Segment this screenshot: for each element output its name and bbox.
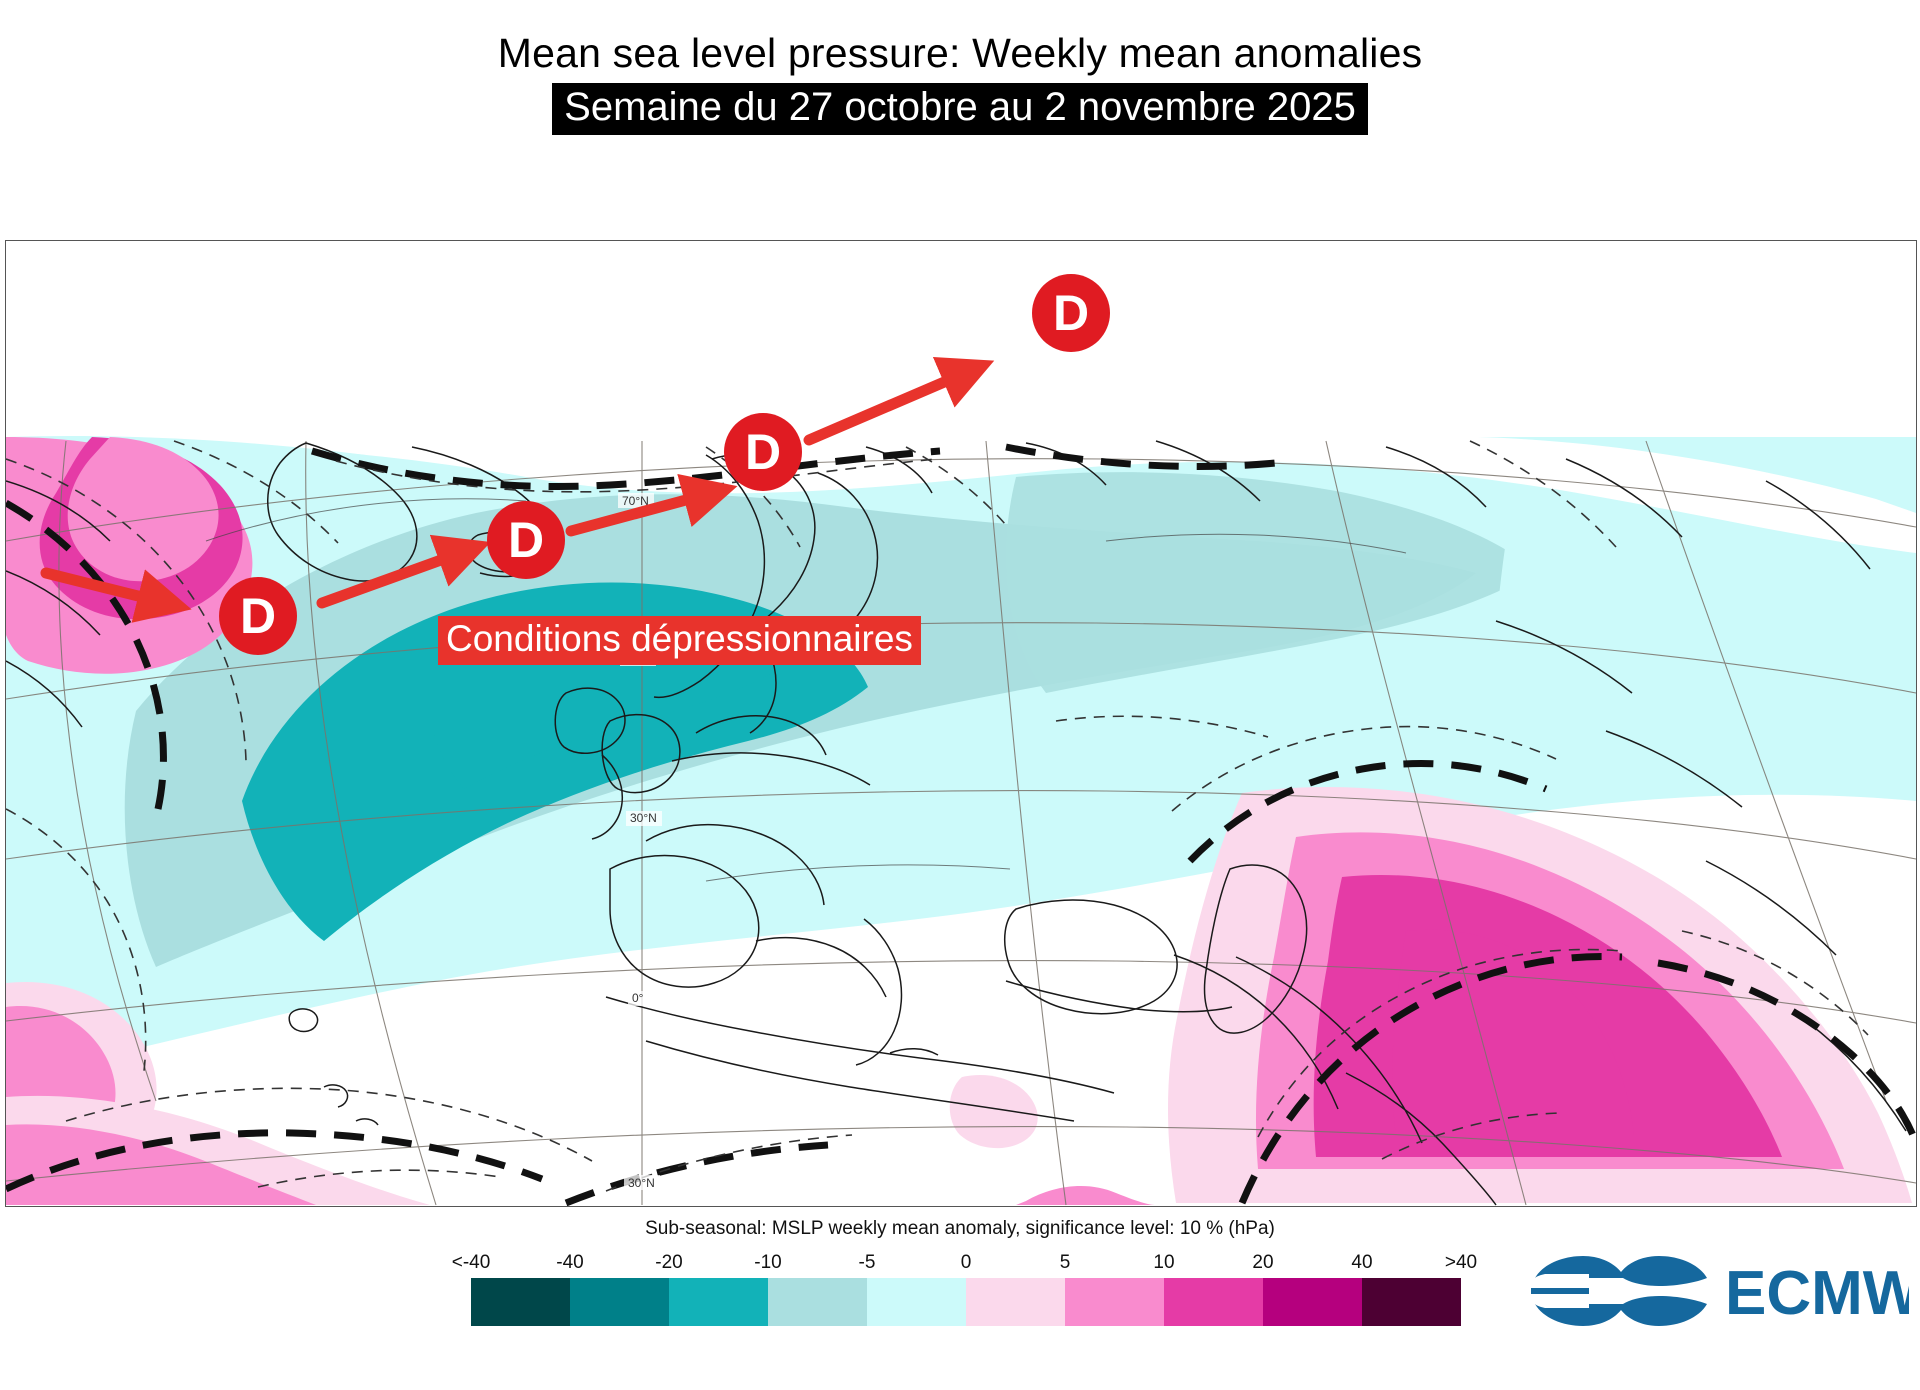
low-pressure-marker-north-sea: D [724, 413, 802, 491]
arrow-britain-northsea [565, 473, 738, 537]
colorbar-tick-8: 20 [1252, 1252, 1274, 1273]
arrow-atlantic-west [40, 567, 192, 623]
subtitle-banner: Semaine du 27 octobre au 2 novembre 2025 [552, 83, 1368, 135]
svg-text:70°N: 70°N [622, 494, 649, 508]
colorbar-ticks: <-40 -40 -20 -10 -5 0 5 10 20 40 >40 [452, 1252, 1477, 1278]
colorbar-cell-6 [1065, 1278, 1164, 1326]
significance-contour-bold [6, 443, 1916, 1206]
colorbar-tick-7: 10 [1153, 1252, 1175, 1273]
significance-contour-thin [6, 440, 1869, 1192]
colorbar-cell-8 [1263, 1278, 1362, 1326]
ecmwf-mark-icon [1531, 1256, 1707, 1326]
colorbar-caption: Sub-seasonal: MSLP weekly mean anomaly, … [645, 1218, 1275, 1239]
colorbar-tick-4: -5 [858, 1252, 876, 1273]
conditions-label: Conditions dépressionnaires [438, 616, 921, 665]
colorbar: <-40 -40 -20 -10 -5 0 5 10 20 40 >40 [452, 1252, 1477, 1332]
colorbar-cell-5 [966, 1278, 1065, 1326]
colorbar-bar [471, 1278, 1461, 1326]
low-pressure-marker-atlantic-west: D [219, 577, 297, 655]
colorbar-tick-9: 40 [1351, 1252, 1373, 1273]
svg-text:30°N: 30°N [628, 1176, 655, 1190]
annotation-layer: D D D D Conditions dépressionnaires [6, 241, 1916, 1206]
colorbar-cell-0 [471, 1278, 570, 1326]
trajectory-arrows [40, 356, 995, 623]
colorbar-cell-9 [1362, 1278, 1461, 1326]
subtitle-wrap: Semaine du 27 octobre au 2 novembre 2025 [0, 83, 1920, 135]
arrow-baltic-russia [803, 356, 995, 446]
map-panel: 70°N 50°N 30°N 30°N 0° D D D D Condition… [5, 240, 1917, 1207]
colorbar-cell-7 [1164, 1278, 1263, 1326]
colorbar-cell-2 [669, 1278, 768, 1326]
page-title: Mean sea level pressure: Weekly mean ano… [497, 30, 1423, 76]
title-block: Mean sea level pressure: Weekly mean ano… [0, 0, 1920, 135]
colorbar-tick-6: 5 [1059, 1252, 1071, 1273]
colorbar-tick-5: 0 [960, 1252, 972, 1273]
colorbar-tick-0: <-40 [451, 1252, 491, 1273]
colorbar-cell-1 [570, 1278, 669, 1326]
low-pressure-marker-russia: D [1032, 274, 1110, 352]
svg-text:0°: 0° [632, 991, 644, 1005]
colorbar-tick-1: -40 [556, 1252, 584, 1273]
colorbar-tick-10: >40 [1444, 1252, 1478, 1273]
colorbar-cell-3 [768, 1278, 867, 1326]
ecmwf-logo: ECMWF [1529, 1248, 1920, 1334]
svg-text:30°N: 30°N [630, 811, 657, 825]
colorbar-tick-2: -20 [655, 1252, 683, 1273]
low-pressure-marker-atlantic-east: D [487, 501, 565, 579]
colorbar-tick-3: -10 [754, 1252, 782, 1273]
ecmwf-wordmark: ECMWF [1725, 1259, 1909, 1328]
anomaly-map: 70°N 50°N 30°N 30°N 0° [6, 241, 1916, 1206]
arrow-atlantic-east [316, 534, 491, 609]
colorbar-cell-4 [867, 1278, 966, 1326]
